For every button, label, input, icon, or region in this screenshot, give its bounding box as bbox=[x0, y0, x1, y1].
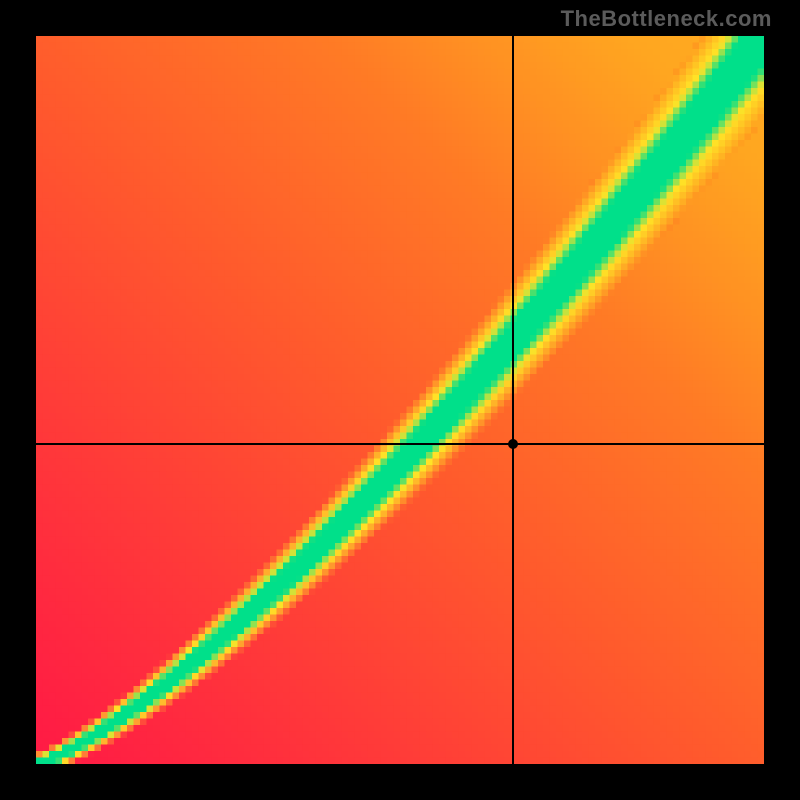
plot-area bbox=[36, 36, 764, 764]
crosshair-marker bbox=[508, 439, 518, 449]
crosshair-vertical bbox=[512, 36, 514, 764]
chart-container: TheBottleneck.com bbox=[0, 0, 800, 800]
heatmap-canvas bbox=[36, 36, 764, 764]
watermark-text: TheBottleneck.com bbox=[561, 6, 772, 32]
crosshair-horizontal bbox=[36, 443, 764, 445]
